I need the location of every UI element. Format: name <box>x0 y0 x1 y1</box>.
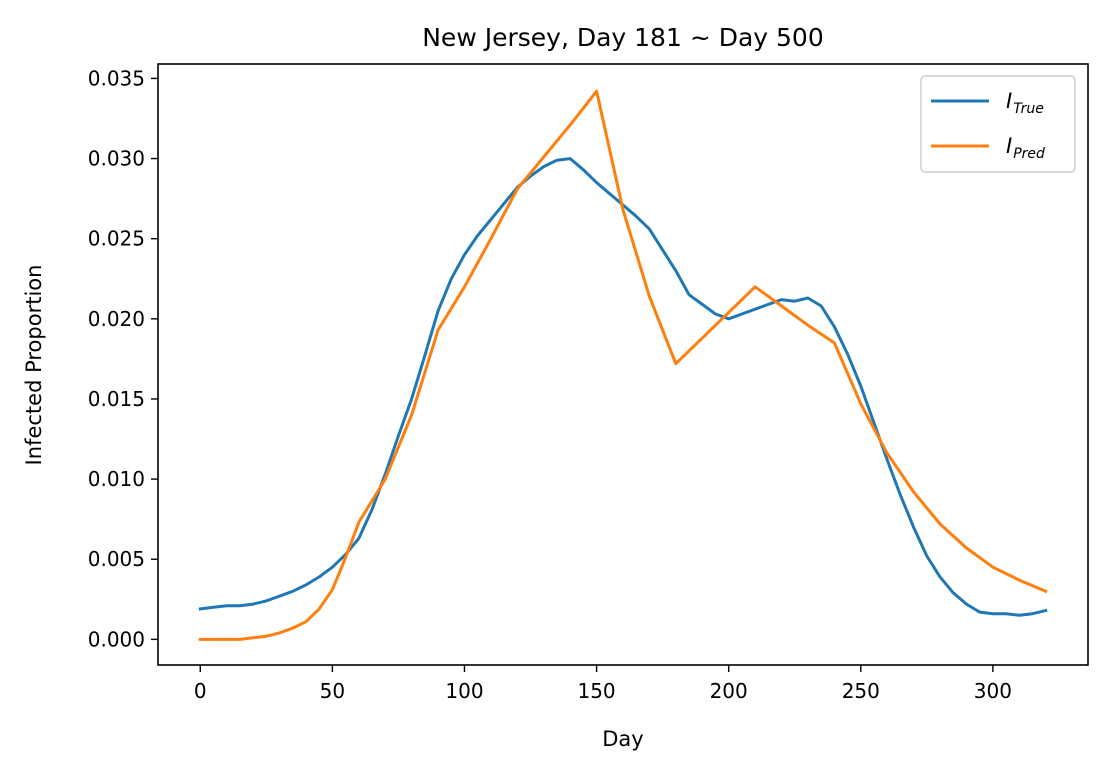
legend-label-pred: IPred <box>1006 134 1045 162</box>
x-tick-label: 200 <box>710 679 748 703</box>
series-layer <box>198 89 1048 641</box>
plot-frame <box>157 63 1089 666</box>
legend: ITrue IPred <box>920 75 1076 173</box>
y-axis: 0.000 0.005 0.010 0.015 0.020 0.025 0.030 0.035 <box>88 66 158 651</box>
x-tick-label: 100 <box>445 679 483 703</box>
series-line-pred <box>198 89 1048 641</box>
y-tick-label: 0.035 <box>88 66 145 90</box>
x-axis: 0 50 100 150 200 250 300 <box>194 665 1012 703</box>
x-tick-label: 0 <box>194 679 207 703</box>
chart-title: New Jersey, Day 181 ~ Day 500 <box>422 23 824 52</box>
x-axis-label: Day <box>602 727 643 751</box>
y-tick-label: 0.030 <box>88 147 145 171</box>
x-tick-label: 150 <box>577 679 615 703</box>
y-tick-label: 0.005 <box>88 547 145 571</box>
x-tick-label: 50 <box>320 679 345 703</box>
y-tick-label: 0.025 <box>88 227 145 251</box>
y-tick-label: 0.010 <box>88 467 145 491</box>
y-tick-label: 0.000 <box>88 627 145 651</box>
x-tick-label: 300 <box>974 679 1012 703</box>
legend-box <box>920 75 1076 173</box>
legend-label-true: ITrue <box>1006 89 1044 117</box>
y-tick-label: 0.015 <box>88 387 145 411</box>
y-tick-label: 0.020 <box>88 307 145 331</box>
y-axis-label: Infected Proportion <box>22 265 46 466</box>
x-tick-label: 250 <box>842 679 880 703</box>
series-line-true <box>198 157 1048 617</box>
